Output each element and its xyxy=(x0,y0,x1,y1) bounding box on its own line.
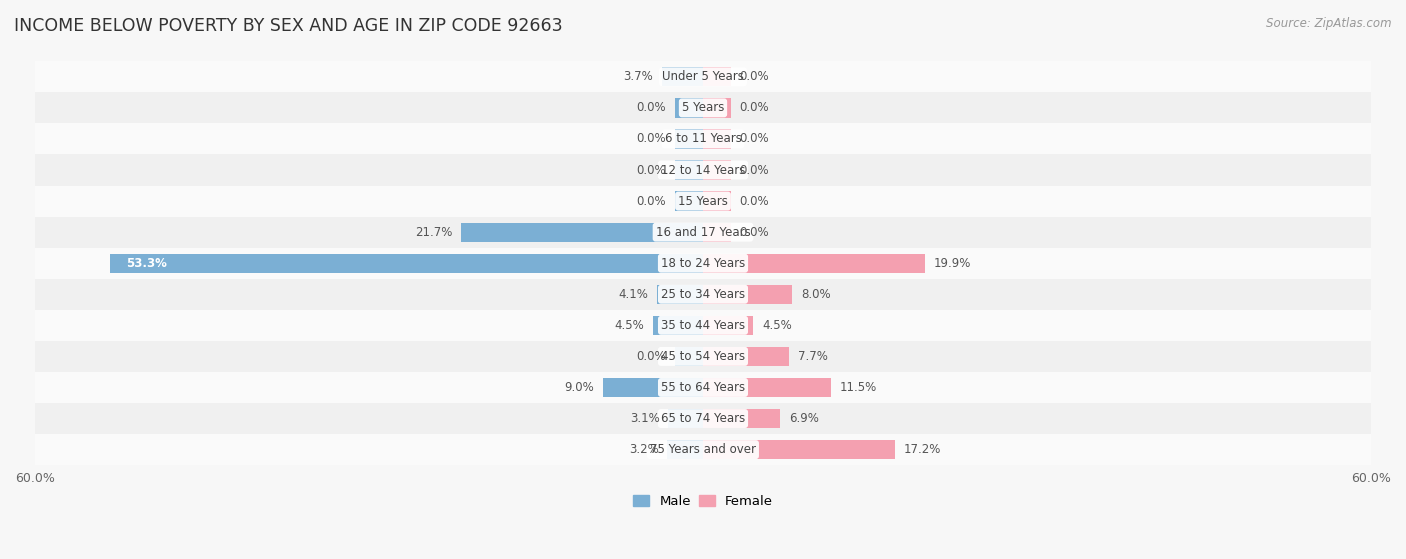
Text: 17.2%: 17.2% xyxy=(904,443,941,456)
Bar xyxy=(35,92,1371,124)
Bar xyxy=(703,347,789,366)
Text: 7.7%: 7.7% xyxy=(797,350,828,363)
Text: 65 to 74 Years: 65 to 74 Years xyxy=(661,412,745,425)
Text: 16 and 17 Years: 16 and 17 Years xyxy=(655,226,751,239)
Text: 15 Years: 15 Years xyxy=(678,195,728,207)
Bar xyxy=(703,191,731,211)
Text: 21.7%: 21.7% xyxy=(415,226,453,239)
Bar xyxy=(35,279,1371,310)
Text: 12 to 14 Years: 12 to 14 Years xyxy=(661,163,745,177)
Bar xyxy=(35,61,1371,92)
Bar xyxy=(35,216,1371,248)
Text: 75 Years and over: 75 Years and over xyxy=(650,443,756,456)
Bar xyxy=(35,434,1371,465)
Bar xyxy=(35,186,1371,216)
Bar xyxy=(35,154,1371,186)
Bar xyxy=(35,372,1371,403)
Text: 3.2%: 3.2% xyxy=(628,443,658,456)
Text: 8.0%: 8.0% xyxy=(801,288,831,301)
Text: INCOME BELOW POVERTY BY SEX AND AGE IN ZIP CODE 92663: INCOME BELOW POVERTY BY SEX AND AGE IN Z… xyxy=(14,17,562,35)
Bar xyxy=(703,98,731,117)
Bar xyxy=(703,440,894,459)
Text: 0.0%: 0.0% xyxy=(740,163,769,177)
Text: 55 to 64 Years: 55 to 64 Years xyxy=(661,381,745,394)
Text: 19.9%: 19.9% xyxy=(934,257,972,269)
Text: 0.0%: 0.0% xyxy=(740,226,769,239)
Bar xyxy=(652,316,703,335)
Bar xyxy=(675,347,703,366)
Bar xyxy=(675,191,703,211)
Bar xyxy=(703,254,925,273)
Bar xyxy=(703,129,731,149)
Text: 18 to 24 Years: 18 to 24 Years xyxy=(661,257,745,269)
Text: 5 Years: 5 Years xyxy=(682,101,724,115)
Text: Source: ZipAtlas.com: Source: ZipAtlas.com xyxy=(1267,17,1392,30)
Text: 0.0%: 0.0% xyxy=(637,350,666,363)
Bar xyxy=(603,378,703,397)
Text: Under 5 Years: Under 5 Years xyxy=(662,70,744,83)
Text: 35 to 44 Years: 35 to 44 Years xyxy=(661,319,745,332)
Text: 0.0%: 0.0% xyxy=(637,195,666,207)
Bar xyxy=(703,409,780,428)
Bar xyxy=(658,285,703,304)
Bar xyxy=(110,254,703,273)
Text: 3.7%: 3.7% xyxy=(623,70,652,83)
Text: 25 to 34 Years: 25 to 34 Years xyxy=(661,288,745,301)
Bar xyxy=(703,316,754,335)
Bar xyxy=(703,378,831,397)
Bar xyxy=(668,409,703,428)
Text: 6 to 11 Years: 6 to 11 Years xyxy=(665,132,741,145)
Bar xyxy=(668,440,703,459)
Bar xyxy=(662,67,703,87)
Bar xyxy=(703,285,792,304)
Bar xyxy=(675,129,703,149)
Text: 9.0%: 9.0% xyxy=(564,381,593,394)
Text: 4.1%: 4.1% xyxy=(619,288,648,301)
Text: 45 to 54 Years: 45 to 54 Years xyxy=(661,350,745,363)
Text: 0.0%: 0.0% xyxy=(740,195,769,207)
Bar xyxy=(461,222,703,242)
Text: 0.0%: 0.0% xyxy=(740,70,769,83)
Text: 0.0%: 0.0% xyxy=(637,163,666,177)
Text: 11.5%: 11.5% xyxy=(839,381,877,394)
Legend: Male, Female: Male, Female xyxy=(627,490,779,513)
Bar xyxy=(675,160,703,179)
Bar xyxy=(35,124,1371,154)
Text: 6.9%: 6.9% xyxy=(789,412,818,425)
Text: 0.0%: 0.0% xyxy=(740,132,769,145)
Bar xyxy=(35,310,1371,341)
Text: 53.3%: 53.3% xyxy=(127,257,167,269)
Bar xyxy=(35,341,1371,372)
Bar xyxy=(35,248,1371,279)
Text: 0.0%: 0.0% xyxy=(637,101,666,115)
Text: 4.5%: 4.5% xyxy=(614,319,644,332)
Bar xyxy=(703,222,731,242)
Text: 0.0%: 0.0% xyxy=(740,101,769,115)
Bar xyxy=(703,67,731,87)
Text: 0.0%: 0.0% xyxy=(637,132,666,145)
Text: 4.5%: 4.5% xyxy=(762,319,792,332)
Text: 3.1%: 3.1% xyxy=(630,412,659,425)
Bar xyxy=(703,160,731,179)
Bar xyxy=(35,403,1371,434)
Bar xyxy=(675,98,703,117)
